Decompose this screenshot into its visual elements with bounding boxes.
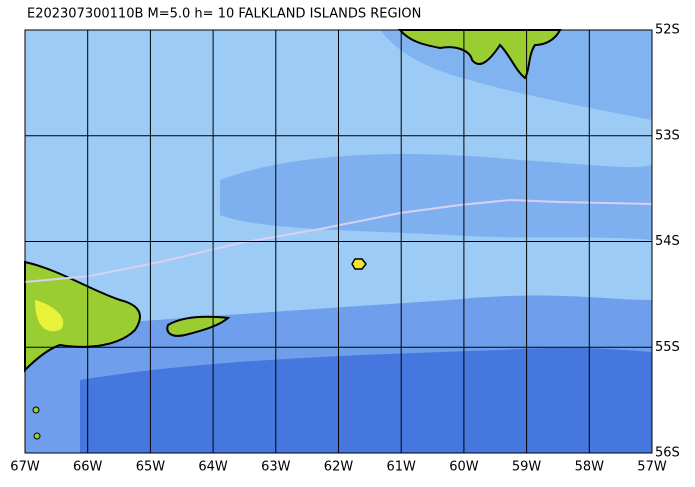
lon-label: 62W: [324, 460, 354, 475]
islet: [33, 432, 41, 440]
lon-label: 57W: [637, 460, 667, 475]
epicenter: [351, 258, 367, 270]
lon-label: 58W: [575, 460, 605, 475]
ocean-shelf: [380, 30, 652, 120]
islet: [32, 406, 40, 414]
lat-label: 56S: [655, 446, 680, 461]
map-title: E202307300110B M=5.0 h= 10 FALKLAND ISLA…: [27, 7, 421, 22]
lon-label: 64W: [198, 460, 228, 475]
lon-label: 59W: [512, 460, 542, 475]
map-area: [24, 29, 653, 454]
land-falklands: [397, 29, 562, 80]
lon-label: 60W: [449, 460, 479, 475]
map-frame: [24, 29, 653, 454]
lat-label: 53S: [655, 128, 680, 143]
lat-label: 54S: [655, 234, 680, 249]
land-highland: [35, 300, 64, 332]
lon-label: 65W: [136, 460, 166, 475]
land-tierra-del-fuego: [24, 260, 141, 373]
lon-label: 61W: [386, 460, 416, 475]
ocean-deep: [80, 347, 652, 453]
ocean-trough: [220, 154, 652, 240]
lon-label: 66W: [73, 460, 103, 475]
lon-label: 63W: [261, 460, 291, 475]
lat-label: 55S: [655, 340, 680, 355]
plate-boundary: [24, 198, 653, 283]
lat-label: 52S: [655, 23, 680, 38]
lon-label: 67W: [10, 460, 40, 475]
